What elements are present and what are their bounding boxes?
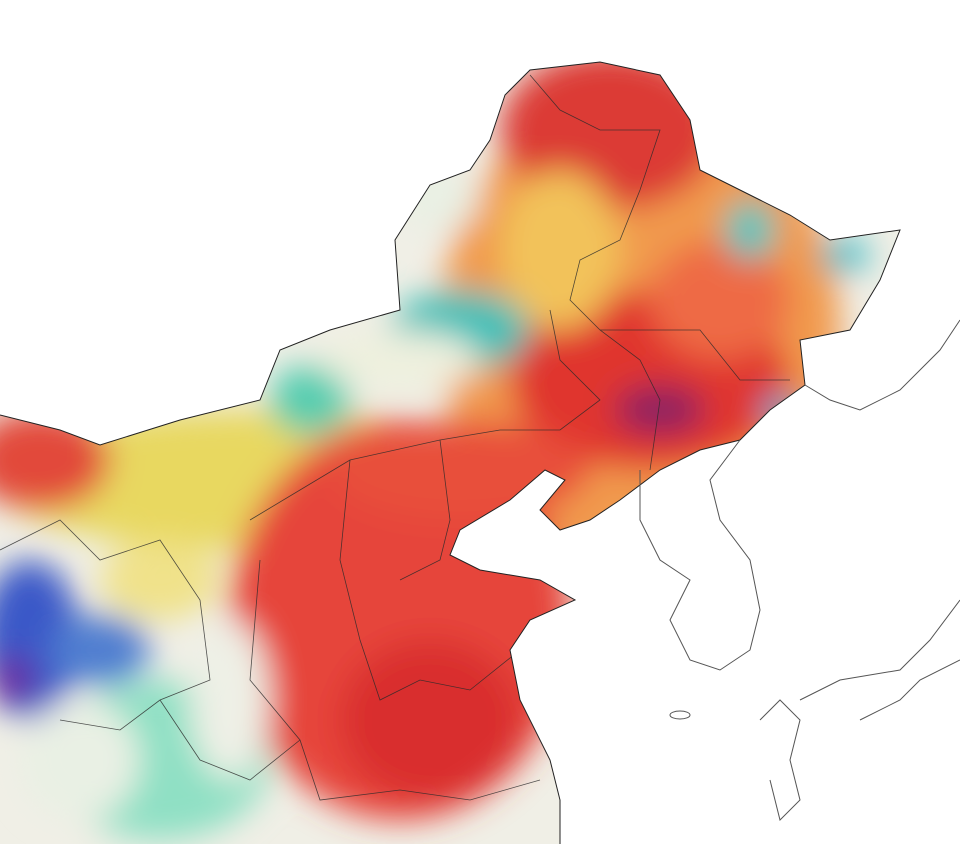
outlines (0, 61, 960, 844)
province-borders (0, 74, 790, 801)
temperature-field (0, 62, 870, 840)
